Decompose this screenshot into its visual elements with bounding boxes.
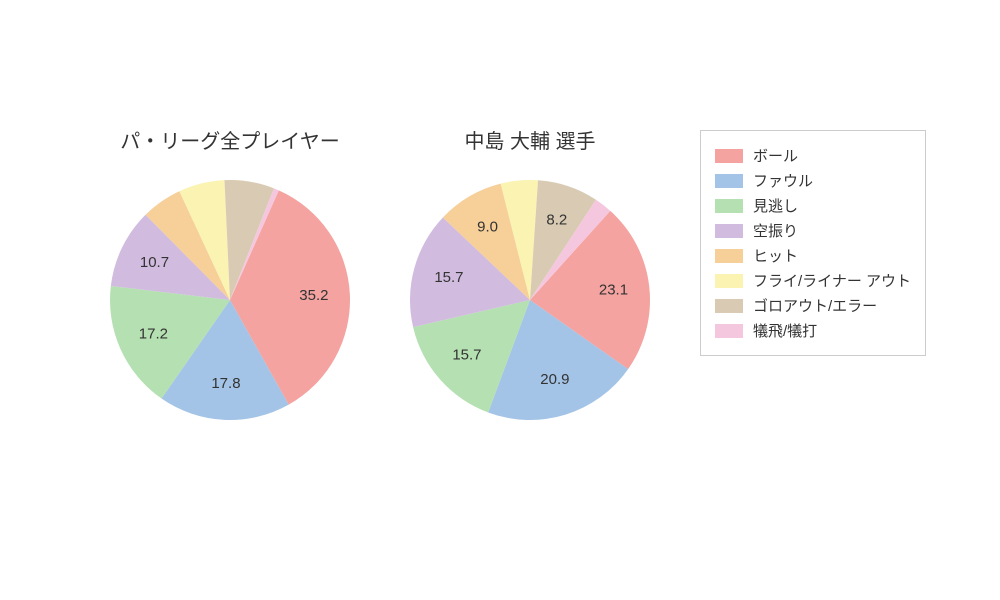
legend-item-ball: ボール xyxy=(715,145,911,166)
legend: ボールファウル見逃し空振りヒットフライ/ライナー アウトゴロアウト/エラー犠飛/… xyxy=(700,130,926,356)
pie-label-league-swinging: 10.7 xyxy=(140,254,169,271)
legend-swatch-fly_liner xyxy=(715,274,743,288)
legend-item-swinging: 空振り xyxy=(715,220,911,241)
legend-item-looking: 見逃し xyxy=(715,195,911,216)
pie-label-league-foul: 17.8 xyxy=(211,375,240,392)
pie-chart-league: 35.2 17.8 17.2 10.7 xyxy=(100,170,360,435)
chart-container: パ・リーグ全プレイヤー 中島 大輔 選手 35.2 17.8 17.2 10.7 23… xyxy=(0,0,1000,600)
legend-swatch-ball xyxy=(715,149,743,163)
legend-swatch-ground xyxy=(715,299,743,313)
chart-title-league: パ・リーグ全プレイヤー xyxy=(105,125,355,154)
pie-label-player-looking: 15.7 xyxy=(452,346,481,363)
pie-label-player-foul: 20.9 xyxy=(540,371,569,388)
legend-swatch-sacrifice xyxy=(715,324,743,338)
pie-chart-player: 23.1 20.9 15.7 15.7 9.0 8.2 xyxy=(400,170,660,435)
pie-label-league-ball: 35.2 xyxy=(299,287,328,304)
pie-label-league-looking: 17.2 xyxy=(139,325,168,342)
pie-label-player-swinging: 15.7 xyxy=(434,269,463,286)
legend-item-foul: ファウル xyxy=(715,170,911,191)
legend-swatch-looking xyxy=(715,199,743,213)
pie-label-player-ball: 23.1 xyxy=(599,282,628,299)
legend-swatch-swinging xyxy=(715,224,743,238)
legend-label-ball: ボール xyxy=(753,145,798,166)
legend-label-sacrifice: 犠飛/犠打 xyxy=(753,320,817,341)
legend-label-swinging: 空振り xyxy=(753,220,798,241)
legend-label-foul: ファウル xyxy=(753,170,813,191)
legend-item-hit: ヒット xyxy=(715,245,911,266)
legend-swatch-foul xyxy=(715,174,743,188)
legend-swatch-hit xyxy=(715,249,743,263)
legend-item-fly_liner: フライ/ライナー アウト xyxy=(715,270,911,291)
legend-label-hit: ヒット xyxy=(753,245,798,266)
legend-item-ground: ゴロアウト/エラー xyxy=(715,295,911,316)
legend-label-ground: ゴロアウト/エラー xyxy=(753,295,877,316)
legend-label-fly_liner: フライ/ライナー アウト xyxy=(753,270,911,291)
chart-title-player: 中島 大輔 選手 xyxy=(405,125,655,154)
pie-label-player-ground: 8.2 xyxy=(546,211,567,228)
pie-label-player-hit: 9.0 xyxy=(477,218,498,235)
legend-label-looking: 見逃し xyxy=(753,195,798,216)
legend-item-sacrifice: 犠飛/犠打 xyxy=(715,320,911,341)
